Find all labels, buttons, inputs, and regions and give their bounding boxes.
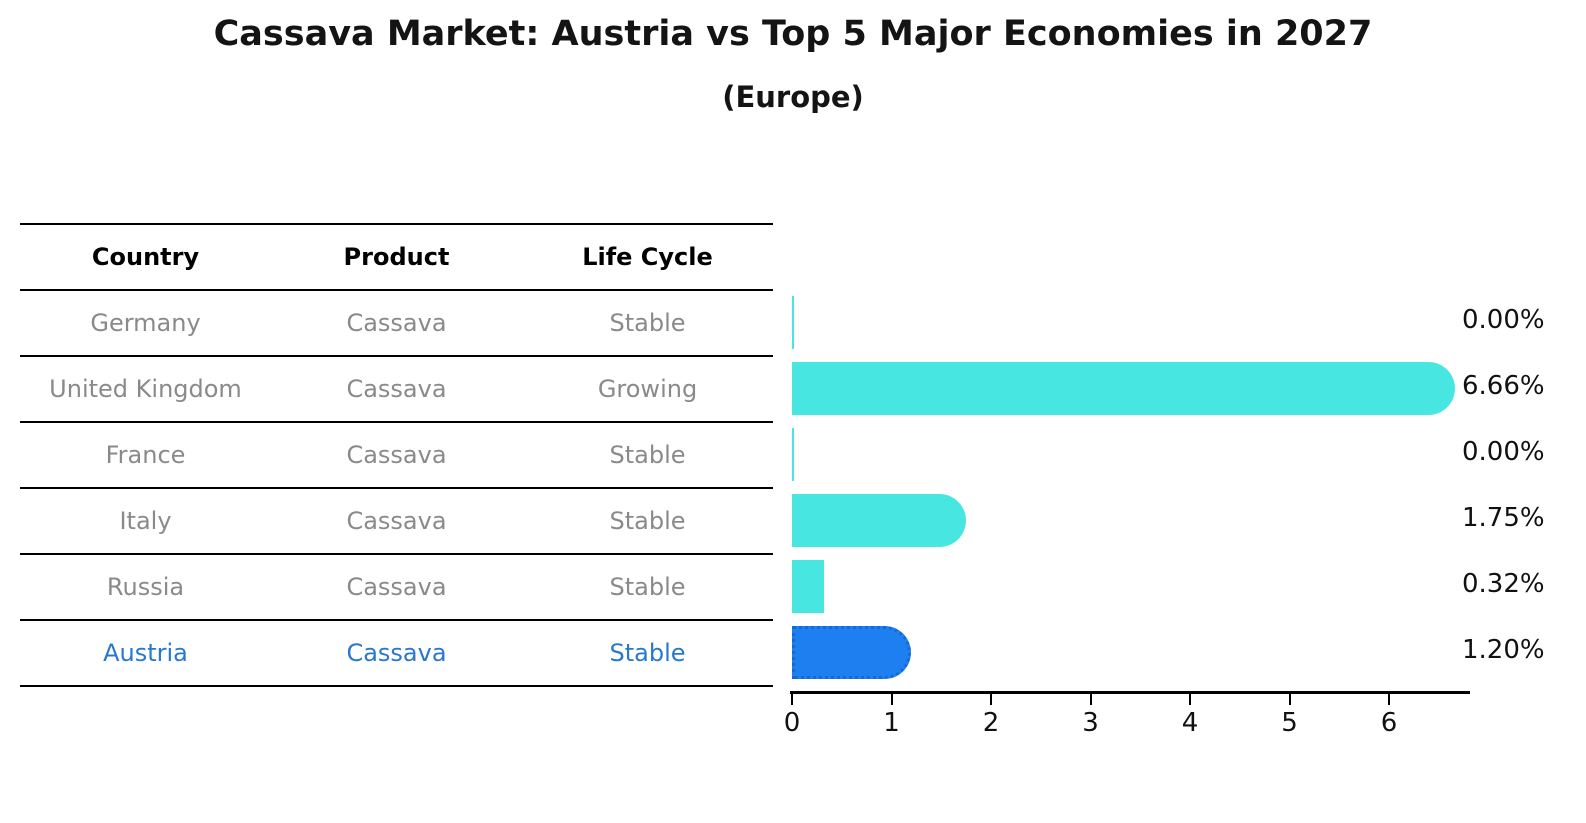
table-header-product: Product: [343, 243, 450, 271]
x-axis-tick: [1189, 694, 1191, 705]
x-axis-tick-label: 4: [1181, 708, 1199, 738]
table-cell-product: Cassava: [346, 375, 447, 403]
table-cell-product: Cassava: [346, 573, 447, 601]
table-cell-product: Cassava: [346, 309, 447, 337]
table-row: France Cassava Stable: [20, 423, 773, 489]
table-cell-life-cycle: Stable: [609, 441, 686, 469]
table-row: Italy Cassava Stable: [20, 489, 773, 555]
table-cell-product: Cassava: [346, 441, 447, 469]
table-row: United Kingdom Cassava Growing: [20, 357, 773, 423]
bar-france: [792, 427, 794, 481]
bar-value-label: 1.20%: [1462, 635, 1545, 665]
table-cell-country: Austria: [103, 639, 188, 667]
table-row: Russia Cassava Stable: [20, 555, 773, 621]
bar-value-label: 0.00%: [1462, 437, 1545, 467]
x-axis-tick-label: 1: [883, 708, 900, 738]
chart-subtitle: (Europe): [722, 80, 864, 114]
bar-austria: [792, 625, 912, 679]
x-axis-tick-label: 3: [1082, 708, 1099, 738]
bar-value-label: 1.75%: [1462, 503, 1545, 533]
bar-united-kingdom: [792, 361, 1455, 415]
table-header-row: Country Product Life Cycle: [20, 225, 773, 291]
table-cell-country: Italy: [119, 507, 172, 535]
table-cell-life-cycle: Stable: [609, 639, 686, 667]
table-cell-country: Russia: [106, 573, 185, 601]
bar-value-label: 6.66%: [1462, 371, 1545, 401]
x-axis-tick: [1388, 694, 1390, 705]
bar-value-label: 0.00%: [1462, 305, 1545, 335]
table-cell-life-cycle: Growing: [597, 375, 698, 403]
table-cell-product: Cassava: [346, 507, 447, 535]
x-axis-tick: [1089, 694, 1092, 705]
table-row: Austria Cassava Stable: [20, 621, 773, 687]
bar-germany: [792, 295, 794, 349]
table-cell-product: Cassava: [346, 639, 447, 667]
chart-title: Cassava Market: Austria vs Top 5 Major E…: [213, 14, 1373, 54]
x-axis-tick-label: 2: [982, 708, 1000, 738]
x-axis-tick: [791, 694, 793, 705]
table-cell-life-cycle: Stable: [609, 309, 686, 337]
bar-italy: [792, 493, 967, 547]
table-cell-country: United Kingdom: [49, 375, 242, 403]
x-axis-tick-label: 5: [1281, 708, 1298, 738]
table-row: Germany Cassava Stable: [20, 291, 773, 357]
x-axis-tick-label: 0: [783, 708, 801, 738]
x-axis-tick: [990, 694, 992, 705]
x-axis-tick: [890, 694, 893, 705]
info-table: Country Product Life Cycle Germany Cassava St…: [20, 223, 773, 687]
table-cell-country: Germany: [90, 309, 201, 337]
table-header-life-cycle: Life Cycle: [582, 243, 713, 271]
bar-value-label: 0.32%: [1462, 569, 1545, 599]
x-axis-line: [790, 691, 1470, 694]
x-axis-tick-label: 6: [1380, 708, 1398, 738]
table-cell-life-cycle: Stable: [609, 573, 686, 601]
table-cell-life-cycle: Stable: [609, 507, 686, 535]
table-cell-country: France: [105, 441, 186, 469]
x-axis-tick: [1288, 694, 1291, 705]
bar-russia: [792, 559, 824, 613]
table-header-country: Country: [91, 243, 200, 271]
